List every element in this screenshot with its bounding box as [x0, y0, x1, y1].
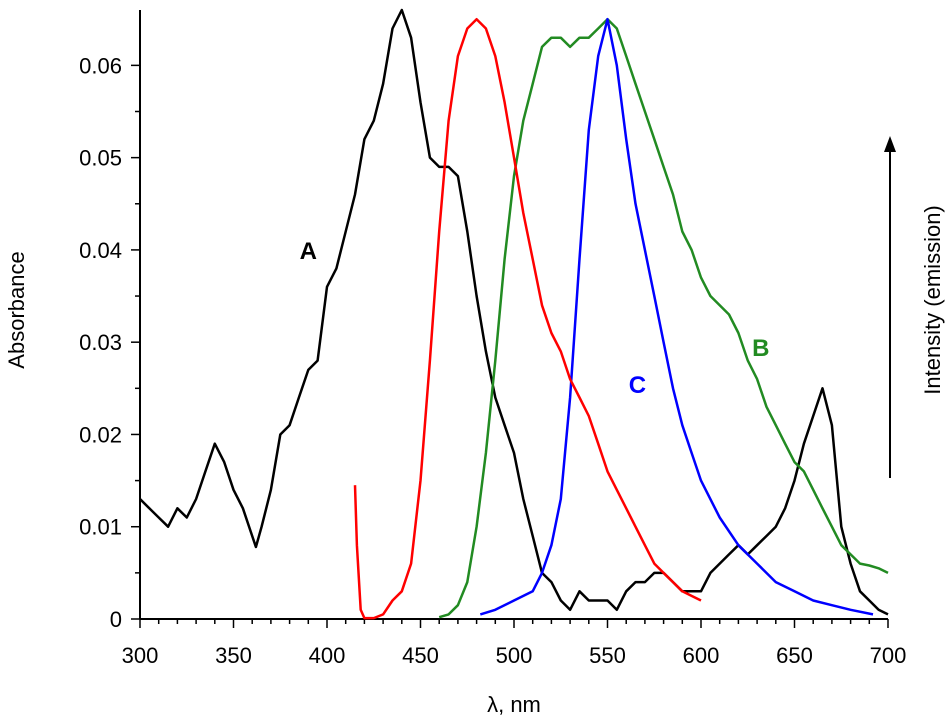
- series-line-a: [139, 8, 889, 616]
- x-tick-label: 450: [402, 643, 439, 668]
- x-tick-label: 400: [309, 643, 346, 668]
- x-tick-label: 650: [776, 643, 813, 668]
- series-label-c: C: [629, 372, 646, 399]
- x-tick-label: 500: [496, 643, 533, 668]
- series-line-c: [479, 17, 874, 616]
- y-tick-label: 0.05: [79, 146, 122, 171]
- y-tick-label: 0.01: [79, 515, 122, 540]
- series-labels: ABCD: [300, 238, 770, 399]
- series-label-b: B: [752, 335, 769, 362]
- y-axis: 0 0.01 0.02 0.03 0.04 0.05 0.06: [79, 10, 141, 632]
- series-line-b: [438, 17, 889, 619]
- x-axis-title: λ, nm: [487, 692, 541, 717]
- x-tick-label: 300: [122, 643, 159, 668]
- x-tick-label: 600: [683, 643, 720, 668]
- y-tick-label: 0.03: [79, 330, 122, 355]
- y-tick-label: 0: [110, 607, 122, 632]
- intensity-arrow-head: [884, 136, 896, 152]
- emission-intensity-arrow: [884, 136, 896, 478]
- series-line-d: [353, 17, 702, 620]
- y-tick-label: 0.04: [79, 238, 122, 263]
- series-label-a: A: [300, 238, 317, 265]
- x-tick-label: 550: [589, 643, 626, 668]
- x-tick-label: 350: [215, 643, 252, 668]
- y-axis-title: Absorbance: [4, 251, 29, 368]
- y-tick-label: 0.06: [79, 53, 122, 78]
- emission-intensity-label: Intensity (emission): [920, 205, 945, 395]
- x-axis: 300 350 400 450 500 550 600 650 700: [122, 618, 907, 668]
- series-lines: [139, 8, 889, 620]
- y-tick-label: 0.02: [79, 422, 122, 447]
- x-tick-label: 700: [870, 643, 907, 668]
